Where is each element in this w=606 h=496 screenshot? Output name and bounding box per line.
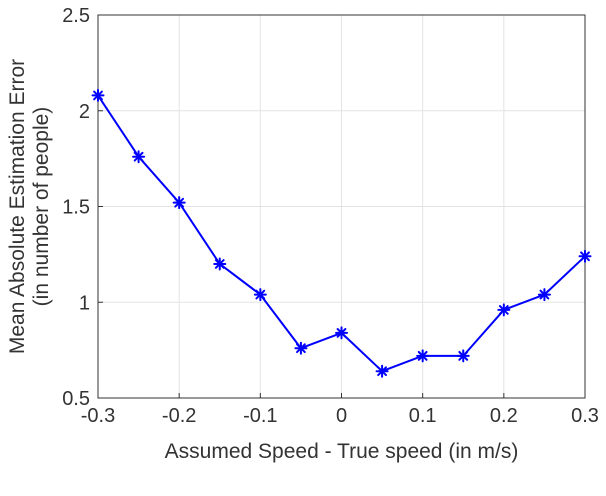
data-point-marker (253, 288, 267, 302)
x-tick-label: -0.2 (162, 405, 196, 427)
data-point-marker (578, 249, 592, 263)
data-point-marker (213, 257, 227, 271)
x-tick-label: 0.1 (409, 405, 437, 427)
data-point-marker (91, 88, 105, 102)
series-layer (91, 88, 592, 378)
x-axis-label: Assumed Speed - True speed (in m/s) (165, 440, 519, 463)
grid-lines (97, 14, 586, 399)
data-point-marker (497, 303, 511, 317)
x-tick-label: 0 (336, 405, 347, 427)
y-axis-ticks: 0.5 1 1.5 2 2.5 (62, 5, 103, 410)
data-point-marker (375, 364, 389, 378)
y-axis-label-line2: (in number of people) (30, 107, 53, 307)
data-point-marker (537, 288, 551, 302)
y-tick-label: 2.5 (62, 5, 90, 27)
x-axis-ticks: -0.3 -0.2 -0.1 0 0.1 0.2 0.3 (81, 393, 599, 427)
y-tick-label: 2 (79, 101, 90, 123)
x-tick-label: -0.1 (243, 405, 277, 427)
x-tick-label: 0.3 (571, 405, 599, 427)
y-tick-label: 0.5 (62, 388, 90, 410)
x-tick-label: -0.3 (81, 405, 115, 427)
data-point-marker (172, 196, 186, 210)
data-point-marker (416, 349, 430, 363)
y-axis-label-line1: Mean Absolute Estimation Error (6, 59, 29, 354)
data-point-marker (335, 326, 348, 340)
y-tick-label: 1.5 (62, 197, 90, 219)
y-tick-label: 1 (79, 292, 90, 314)
data-point-marker (132, 150, 146, 164)
data-point-marker (294, 341, 308, 355)
data-point-marker (456, 349, 470, 363)
x-tick-label: 0.2 (490, 405, 518, 427)
